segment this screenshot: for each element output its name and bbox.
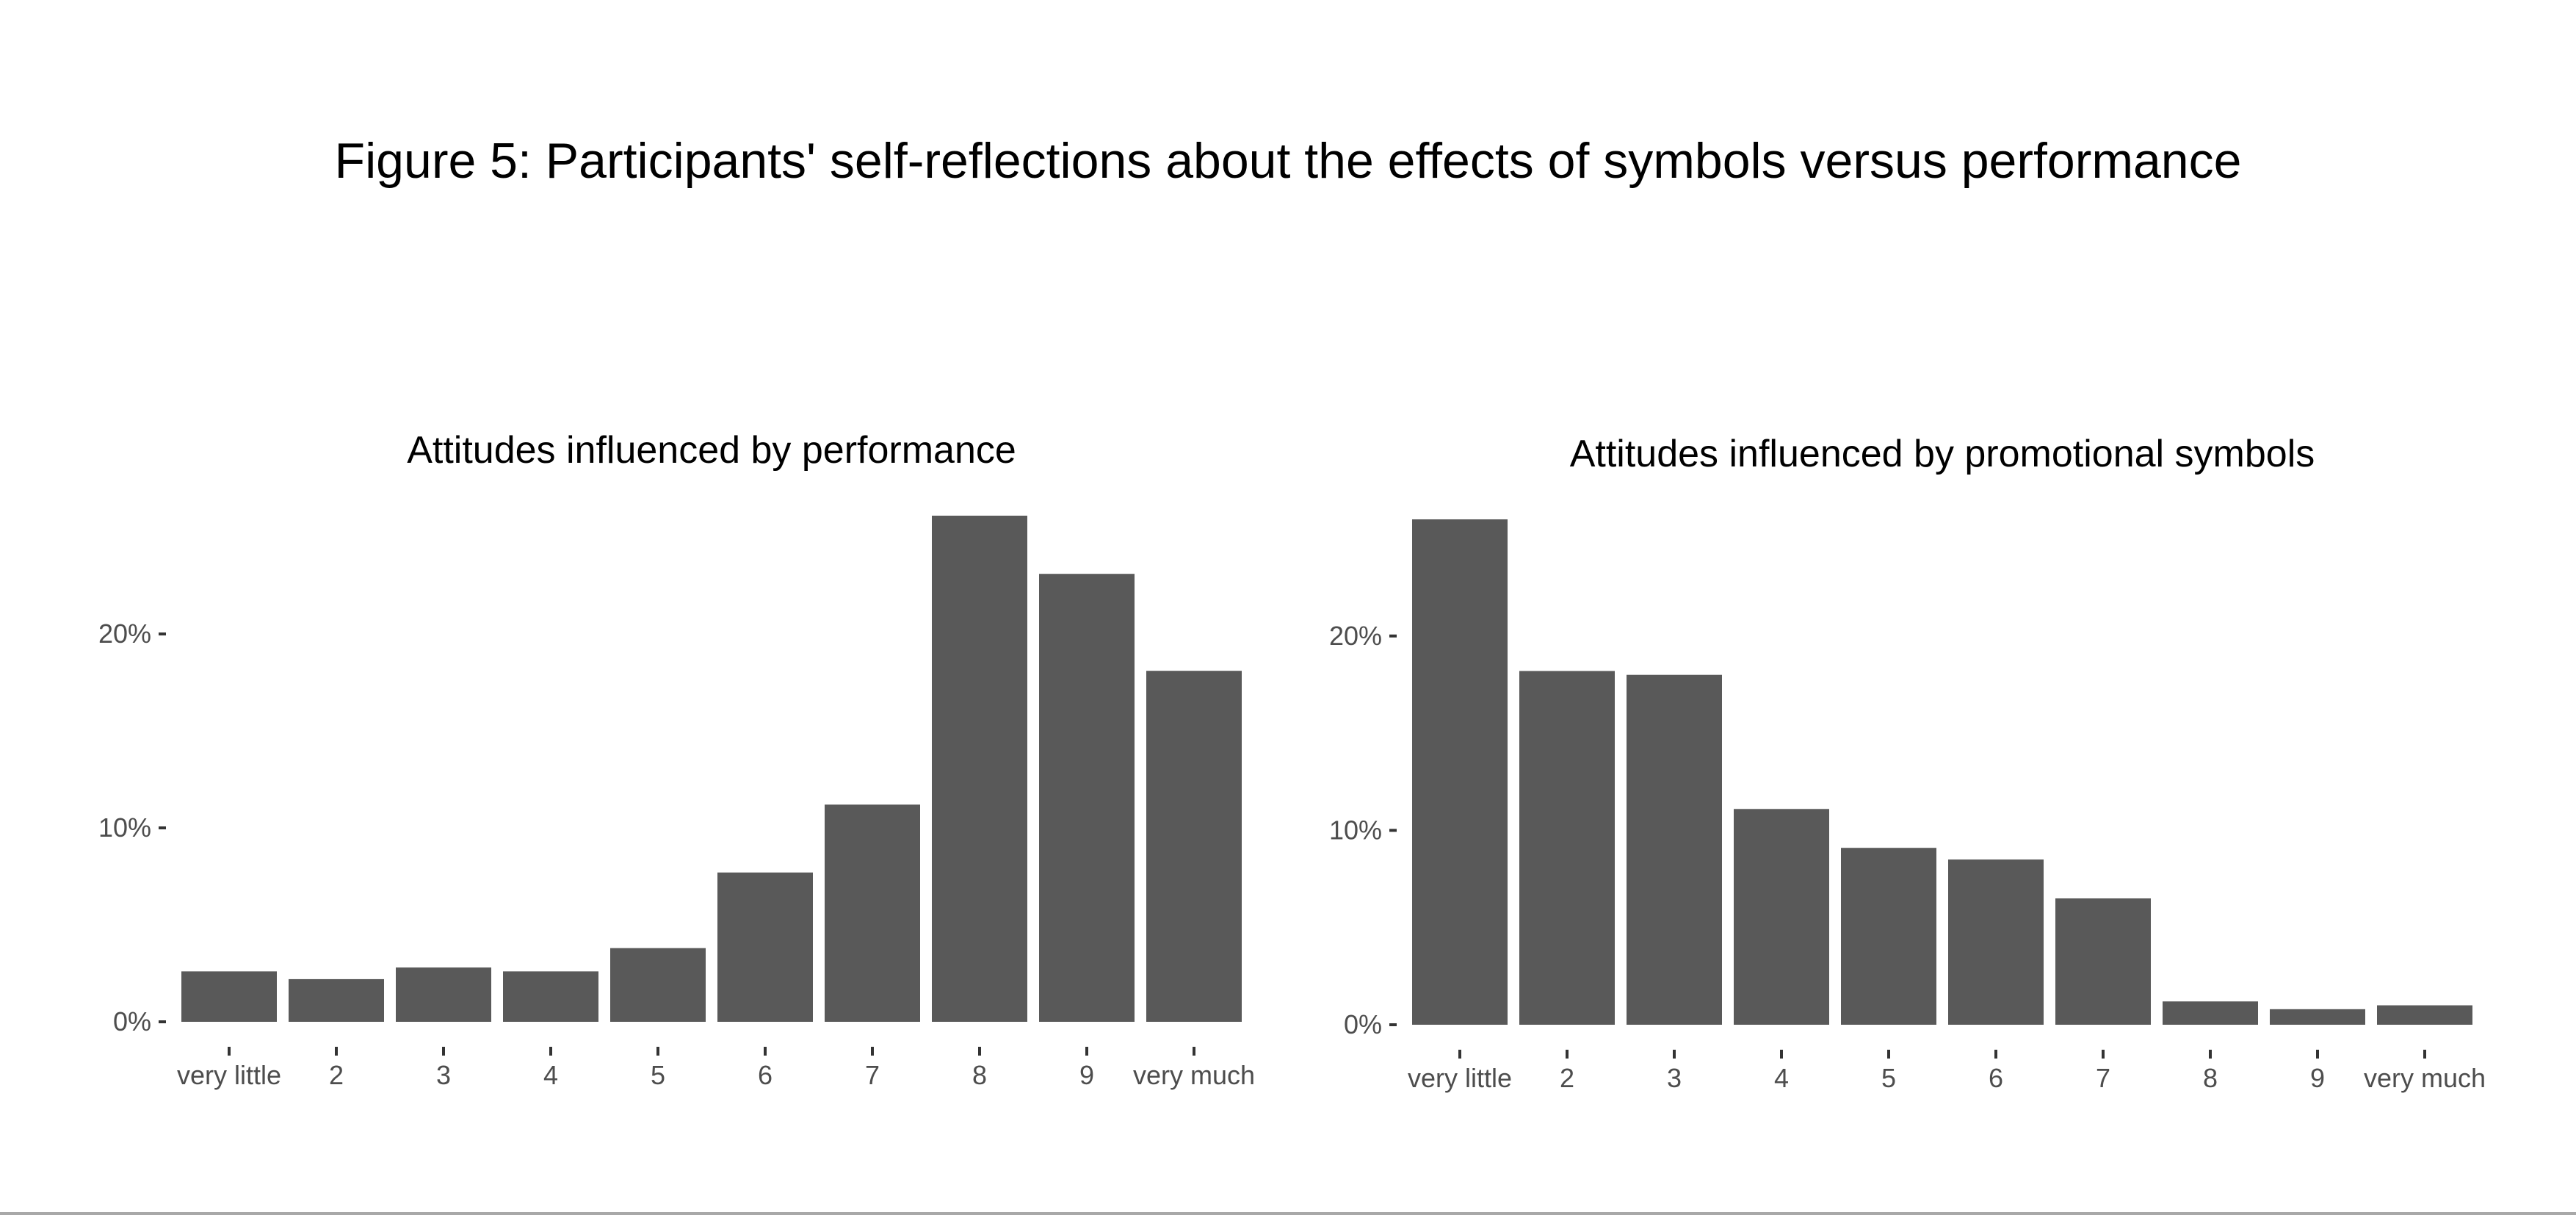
x-tick-label: 6 <box>758 1060 773 1090</box>
bar <box>1627 674 1722 1025</box>
y-tick-label: 20% <box>1329 621 1382 651</box>
bar <box>2055 898 2151 1025</box>
x-tick-label: 4 <box>1774 1063 1789 1093</box>
bar <box>289 978 384 1022</box>
x-tick-label: very little <box>177 1060 281 1090</box>
chart-title: Attitudes influenced by promotional symb… <box>1570 433 2315 475</box>
x-tick-label: 3 <box>1667 1063 1682 1093</box>
chart-panel-performance: Attitudes influenced by performance 0% 10%… <box>98 429 1255 1090</box>
x-tick-label: 3 <box>436 1060 451 1090</box>
x-tick-label: 2 <box>1560 1063 1574 1093</box>
bar <box>1412 519 1508 1025</box>
bar <box>717 872 813 1022</box>
y-tick-label: 10% <box>98 812 151 843</box>
x-tick-label: 2 <box>329 1060 344 1090</box>
bar <box>1948 859 2044 1025</box>
x-tick-label: 8 <box>972 1060 987 1090</box>
bar <box>1146 671 1242 1022</box>
x-tick-label: 8 <box>2203 1063 2218 1093</box>
x-tick-label: 7 <box>865 1060 880 1090</box>
chart-title: Attitudes influenced by performance <box>407 429 1016 472</box>
x-tick-label: 5 <box>1881 1063 1896 1093</box>
bar <box>1841 848 1936 1025</box>
x-tick-label: very little <box>1408 1063 1512 1093</box>
y-tick-label: 10% <box>1329 815 1382 845</box>
x-tick-label: very much <box>1133 1060 1255 1090</box>
chart-panel-promotional-symbols: Attitudes influenced by promotional symb… <box>1329 433 2486 1093</box>
bar <box>1039 574 1135 1022</box>
bar <box>610 948 706 1022</box>
bar <box>396 967 491 1022</box>
x-tick-label: 6 <box>1989 1063 2003 1093</box>
x-tick-label: 7 <box>2096 1063 2110 1093</box>
bar <box>932 516 1027 1022</box>
x-tick-label: 9 <box>1079 1060 1094 1090</box>
x-tick-label: 9 <box>2310 1063 2325 1093</box>
x-tick-label: 4 <box>543 1060 558 1090</box>
bar <box>503 971 598 1022</box>
x-tick-label: very much <box>2364 1063 2486 1093</box>
bar <box>2377 1005 2472 1025</box>
bar <box>1734 809 1829 1025</box>
bar <box>181 971 277 1022</box>
x-tick-label: 5 <box>651 1060 665 1090</box>
y-tick-label: 0% <box>1344 1009 1382 1039</box>
y-tick-label: 20% <box>98 619 151 649</box>
y-tick-label: 0% <box>113 1006 151 1036</box>
bottom-divider <box>0 1212 2576 1215</box>
bar <box>2163 1001 2258 1025</box>
figure-title: Figure 5: Participants' self-reflections… <box>334 133 2242 189</box>
bar <box>2270 1009 2365 1025</box>
bar <box>825 804 920 1022</box>
bar <box>1519 671 1615 1025</box>
